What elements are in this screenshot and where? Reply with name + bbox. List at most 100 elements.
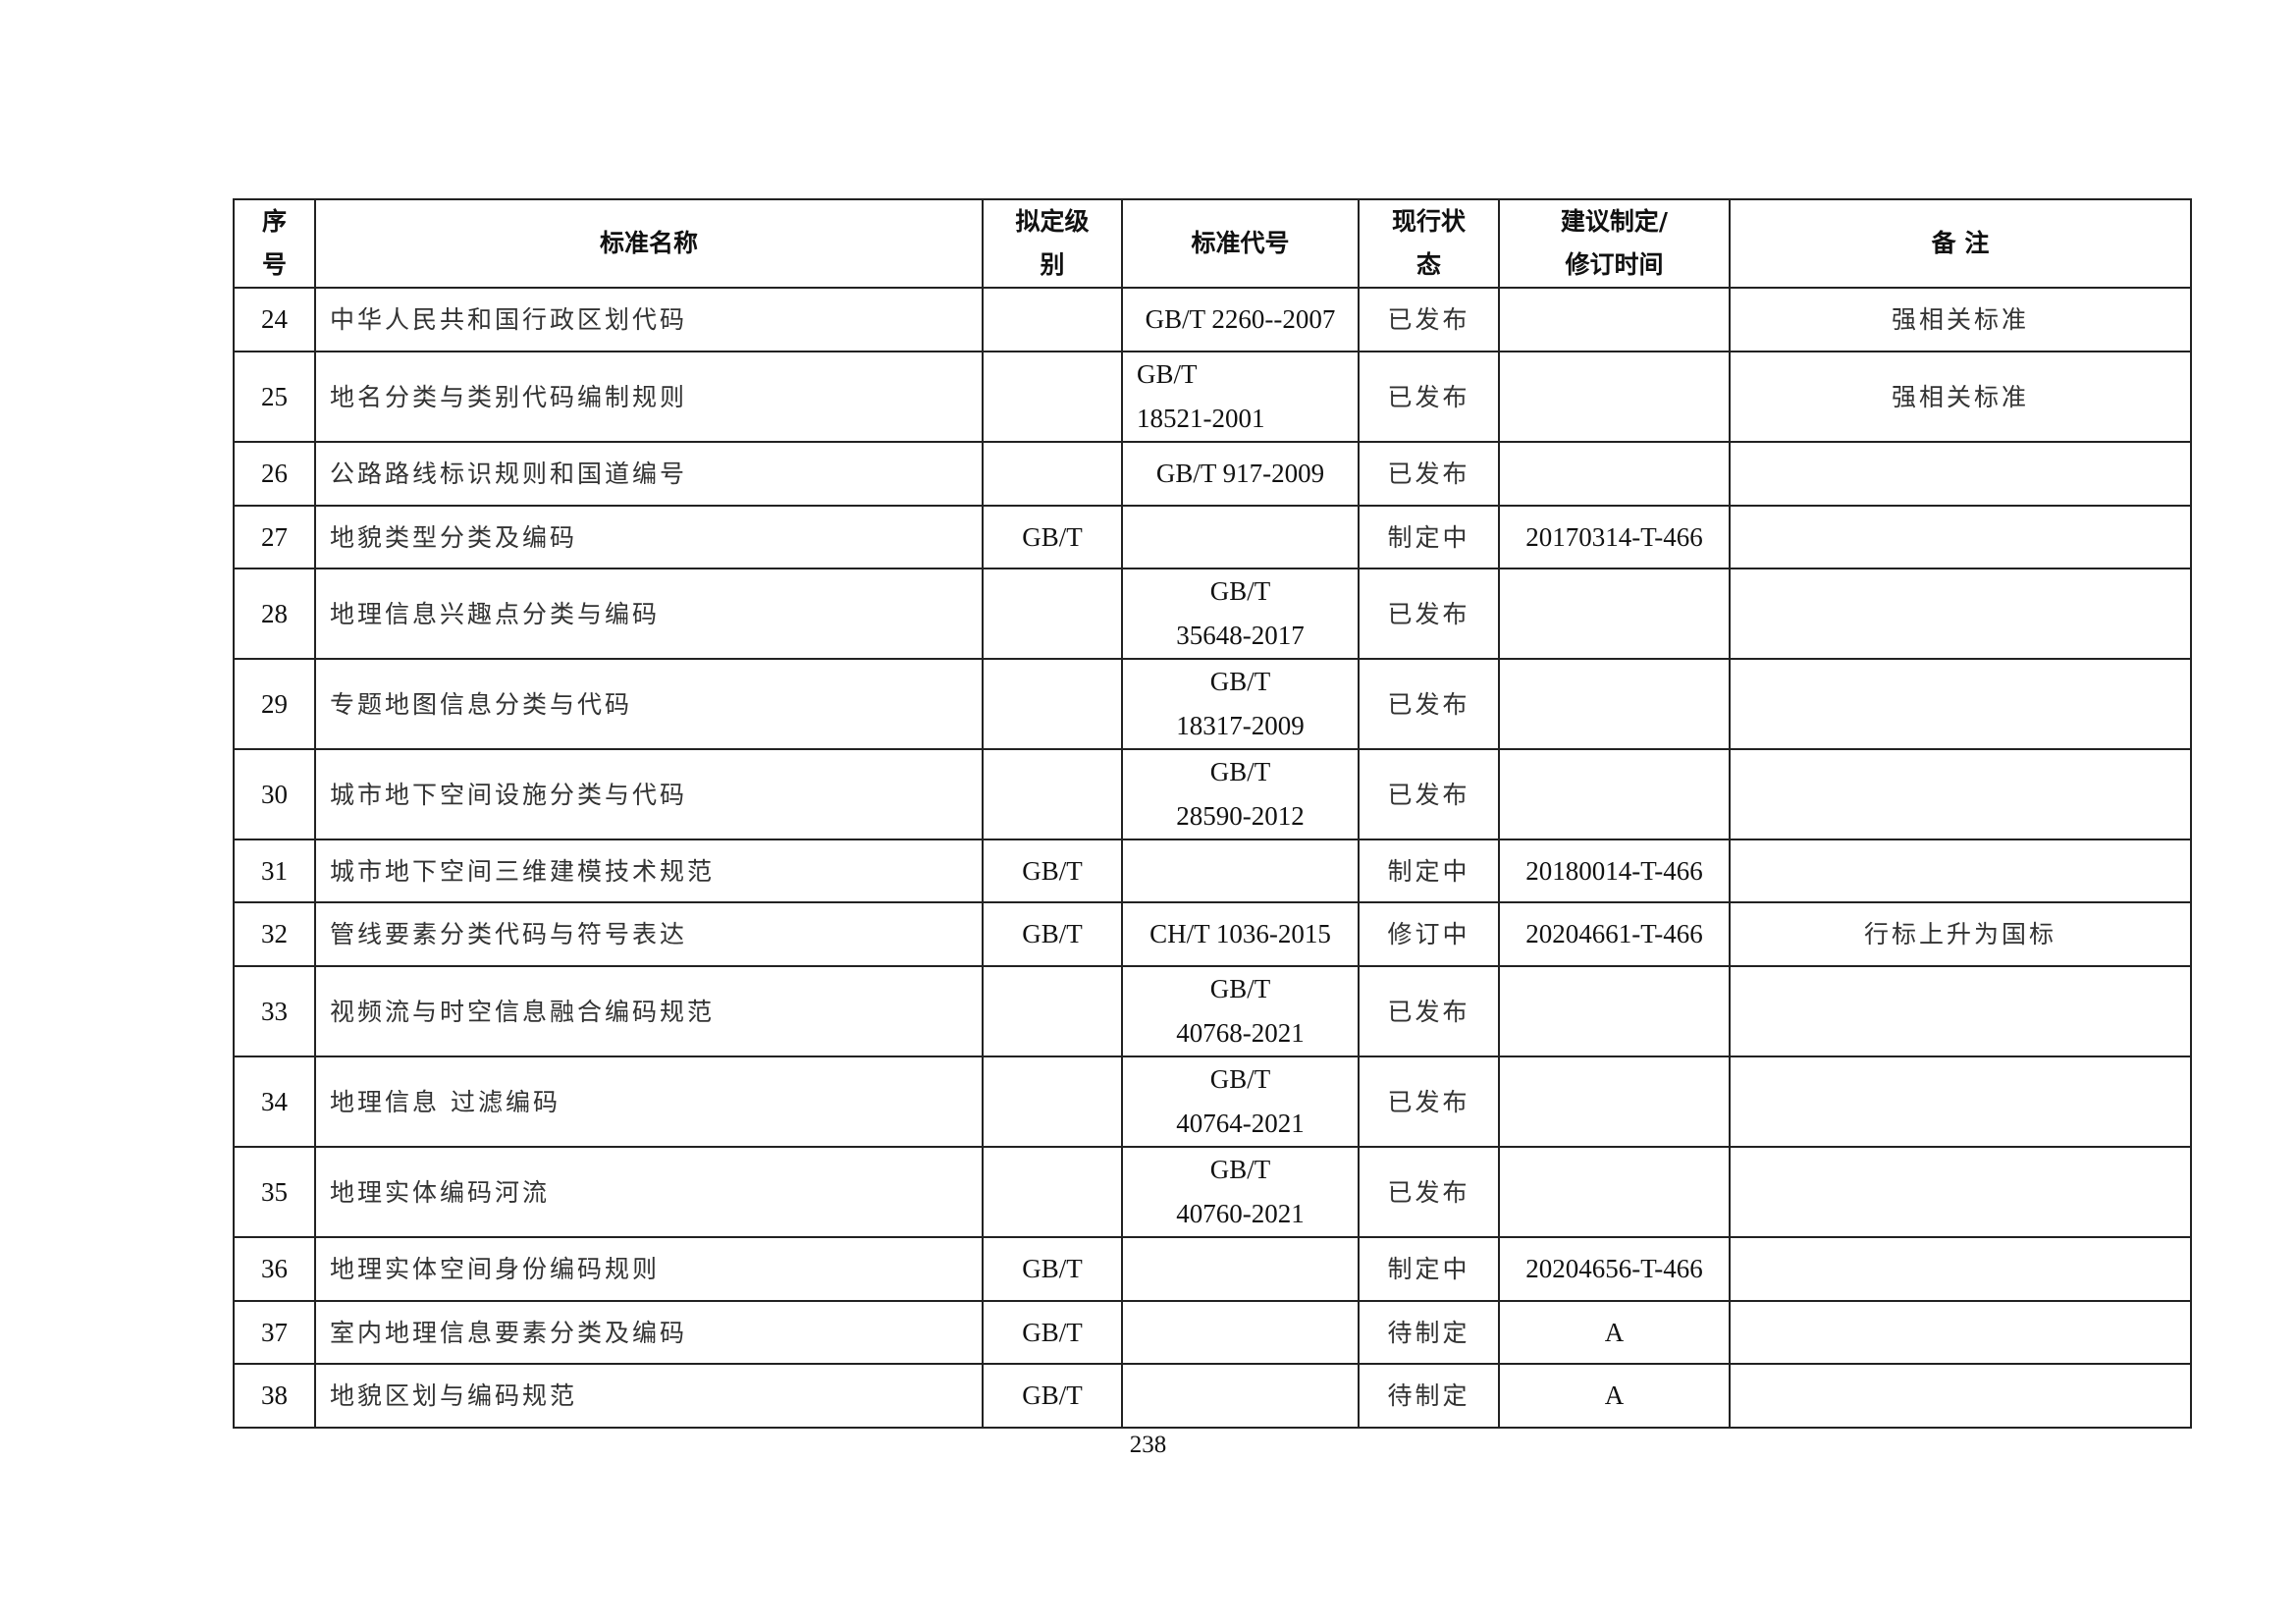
cell-no: 25 bbox=[233, 351, 316, 443]
cell-code bbox=[1121, 505, 1360, 569]
code-line: 40760-2021 bbox=[1176, 1199, 1305, 1228]
cell-status: 制定中 bbox=[1358, 505, 1500, 569]
table-row: 35 地理实体编码河流 GB/T 40760-2021 已发布 bbox=[233, 1146, 2192, 1238]
cell-remark bbox=[1729, 1236, 2192, 1302]
code-line: GB/T bbox=[1209, 974, 1271, 1003]
cell-code bbox=[1121, 1300, 1360, 1365]
cell-level bbox=[982, 351, 1123, 443]
table-row: 33 视频流与时空信息融合编码规范 GB/T 40768-2021 已发布 bbox=[233, 965, 2192, 1057]
code-line: GB/T bbox=[1209, 576, 1271, 606]
cell-no: 24 bbox=[233, 287, 316, 352]
cell-remark bbox=[1729, 748, 2192, 840]
cell-code: CH/T 1036-2015 bbox=[1121, 901, 1360, 967]
cell-time: A bbox=[1498, 1300, 1731, 1365]
cell-code: GB/T 18521-2001 bbox=[1121, 351, 1360, 443]
cell-code bbox=[1121, 1363, 1360, 1429]
cell-code: GB/T 18317-2009 bbox=[1121, 658, 1360, 750]
table-row: 29 专题地图信息分类与代码 GB/T 18317-2009 已发布 bbox=[233, 658, 2192, 750]
cell-name: 管线要素分类代码与符号表达 bbox=[314, 901, 984, 967]
cell-name: 地貌区划与编码规范 bbox=[314, 1363, 984, 1429]
table-row: 37 室内地理信息要素分类及编码 GB/T 待制定 A bbox=[233, 1300, 2192, 1365]
cell-name: 地理信息兴趣点分类与编码 bbox=[314, 568, 984, 660]
cell-no: 34 bbox=[233, 1056, 316, 1148]
code-line: 35648-2017 bbox=[1176, 621, 1305, 650]
code-line: 40764-2021 bbox=[1176, 1109, 1305, 1138]
table-row: 32 管线要素分类代码与符号表达 GB/T CH/T 1036-2015 修订中 2020… bbox=[233, 901, 2192, 967]
cell-status: 待制定 bbox=[1358, 1300, 1500, 1365]
cell-no: 38 bbox=[233, 1363, 316, 1429]
cell-remark bbox=[1729, 505, 2192, 569]
cell-status: 修订中 bbox=[1358, 901, 1500, 967]
cell-remark bbox=[1729, 1056, 2192, 1148]
cell-code: GB/T 40764-2021 bbox=[1121, 1056, 1360, 1148]
cell-code: GB/T 2260--2007 bbox=[1121, 287, 1360, 352]
header-status: 现行状态 bbox=[1358, 198, 1500, 289]
cell-status: 已发布 bbox=[1358, 287, 1500, 352]
cell-time bbox=[1498, 1056, 1731, 1148]
cell-status: 已发布 bbox=[1358, 351, 1500, 443]
cell-remark bbox=[1729, 1300, 2192, 1365]
cell-no: 29 bbox=[233, 658, 316, 750]
cell-no: 33 bbox=[233, 965, 316, 1057]
cell-no: 31 bbox=[233, 839, 316, 903]
code-line: GB/T 2260--2007 bbox=[1145, 304, 1336, 334]
header-code: 标准代号 bbox=[1121, 198, 1360, 289]
cell-remark: 强相关标准 bbox=[1729, 287, 2192, 352]
cell-name: 地理信息 过滤编码 bbox=[314, 1056, 984, 1148]
cell-no: 35 bbox=[233, 1146, 316, 1238]
code-line: GB/T 917-2009 bbox=[1155, 459, 1325, 488]
cell-code: GB/T 917-2009 bbox=[1121, 441, 1360, 507]
cell-status: 待制定 bbox=[1358, 1363, 1500, 1429]
cell-status: 制定中 bbox=[1358, 1236, 1500, 1302]
cell-remark bbox=[1729, 1146, 2192, 1238]
cell-remark bbox=[1729, 965, 2192, 1057]
cell-no: 32 bbox=[233, 901, 316, 967]
cell-no: 28 bbox=[233, 568, 316, 660]
cell-name: 视频流与时空信息融合编码规范 bbox=[314, 965, 984, 1057]
cell-status: 制定中 bbox=[1358, 839, 1500, 903]
table-row: 26 公路路线标识规则和国道编号 GB/T 917-2009 已发布 bbox=[233, 441, 2192, 507]
page-number: 238 bbox=[1129, 1432, 1167, 1458]
cell-remark: 强相关标准 bbox=[1729, 351, 2192, 443]
code-line: 28590-2012 bbox=[1176, 801, 1305, 831]
header-row: 序号 标准名称 拟定级别 标准代号 现行状态 建议制定/修订时间 备 注 bbox=[233, 198, 2192, 289]
cell-level: GB/T bbox=[982, 505, 1123, 569]
cell-remark bbox=[1729, 658, 2192, 750]
table-row: 38 地貌区划与编码规范 GB/T 待制定 A bbox=[233, 1363, 2192, 1429]
cell-code: GB/T 28590-2012 bbox=[1121, 748, 1360, 840]
cell-remark bbox=[1729, 839, 2192, 903]
cell-remark bbox=[1729, 1363, 2192, 1429]
code-line: GB/T bbox=[1209, 667, 1271, 696]
cell-time bbox=[1498, 287, 1731, 352]
cell-name: 地理实体空间身份编码规则 bbox=[314, 1236, 984, 1302]
cell-name: 城市地下空间三维建模技术规范 bbox=[314, 839, 984, 903]
cell-status: 已发布 bbox=[1358, 748, 1500, 840]
cell-status: 已发布 bbox=[1358, 658, 1500, 750]
cell-level: GB/T bbox=[982, 1236, 1123, 1302]
cell-code: GB/T 40768-2021 bbox=[1121, 965, 1360, 1057]
cell-level bbox=[982, 1056, 1123, 1148]
cell-level bbox=[982, 441, 1123, 507]
cell-time: 20180014-T-466 bbox=[1498, 839, 1731, 903]
cell-time: 20204661-T-466 bbox=[1498, 901, 1731, 967]
code-line: GB/T bbox=[1209, 1155, 1271, 1184]
cell-level bbox=[982, 965, 1123, 1057]
cell-level: GB/T bbox=[982, 901, 1123, 967]
code-line: CH/T 1036-2015 bbox=[1149, 919, 1331, 948]
table-row: 28 地理信息兴趣点分类与编码 GB/T 35648-2017 已发布 bbox=[233, 568, 2192, 660]
cell-no: 37 bbox=[233, 1300, 316, 1365]
cell-name: 地名分类与类别代码编制规则 bbox=[314, 351, 984, 443]
table-row: 34 地理信息 过滤编码 GB/T 40764-2021 已发布 bbox=[233, 1056, 2192, 1148]
cell-level bbox=[982, 287, 1123, 352]
cell-time bbox=[1498, 748, 1731, 840]
header-time: 建议制定/修订时间 bbox=[1498, 198, 1731, 289]
code-line: 18521-2001 bbox=[1137, 404, 1265, 433]
cell-status: 已发布 bbox=[1358, 441, 1500, 507]
cell-status: 已发布 bbox=[1358, 1146, 1500, 1238]
cell-level bbox=[982, 568, 1123, 660]
cell-time: A bbox=[1498, 1363, 1731, 1429]
table-body: 24 中华人民共和国行政区划代码 GB/T 2260--2007 已发布 强相关标准 25… bbox=[233, 287, 2192, 1429]
cell-name: 中华人民共和国行政区划代码 bbox=[314, 287, 984, 352]
code-line: GB/T bbox=[1137, 359, 1198, 389]
header-no: 序号 bbox=[233, 198, 316, 289]
